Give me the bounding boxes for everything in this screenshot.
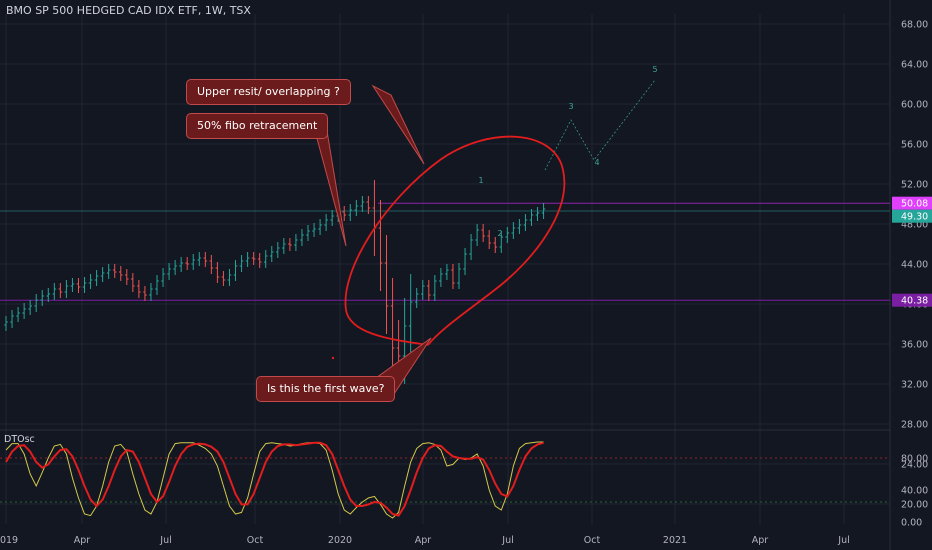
wave-label-4: 4	[594, 158, 599, 167]
oscillator-pane[interactable]	[0, 441, 890, 519]
y-tick-label: 20.00	[901, 500, 928, 511]
y-tick-label: 28.00	[901, 420, 928, 431]
x-tick-label: Apr	[74, 535, 91, 546]
callout-upper-resist[interactable]: Upper resit/ overlapping ?	[186, 79, 351, 105]
price-badge-label: 49.30	[901, 212, 928, 223]
y-tick-label: 44.00	[901, 260, 928, 271]
horizontal-levels[interactable]	[0, 202, 890, 301]
wave-label-3: 3	[568, 102, 573, 111]
chart-title: BMO SP 500 HEDGED CAD IDX ETF, 1W, TSX	[6, 4, 251, 17]
candlesticks	[4, 180, 546, 384]
drawing-annotations[interactable]	[314, 79, 656, 398]
x-tick-label: 2019	[0, 535, 18, 546]
osc-slow-line	[5, 441, 544, 517]
x-tick-label: Jul	[501, 535, 513, 546]
price-badge-bg	[892, 293, 932, 307]
osc-tick-label: 40.00	[901, 486, 928, 497]
y-tick-label: 48.00	[901, 220, 928, 231]
wave-label-1: 1	[478, 176, 483, 185]
y-tick-label: 68.00	[901, 20, 928, 31]
x-tick-label: Apr	[415, 535, 432, 546]
osc-fast-line	[5, 441, 544, 519]
y-tick-label: 36.00	[901, 340, 928, 351]
y-tick-label: 52.00	[901, 180, 928, 191]
x-tick-label: 2020	[328, 535, 352, 546]
wave-label-2: 2	[497, 229, 502, 238]
grid	[0, 0, 891, 550]
x-tick-label: 2021	[663, 535, 687, 546]
price-badges: 50.08 49.30 40.38	[892, 196, 932, 307]
y-tick-label: 64.00	[901, 60, 928, 71]
x-tick-label: Apr	[752, 535, 769, 546]
wave-labels: 1 2 3 4 5	[478, 65, 657, 238]
x-tick-label: Jul	[159, 535, 171, 546]
price-badge-bg	[892, 209, 932, 223]
y-tick-label: 56.00	[901, 140, 928, 151]
oscillator-label: DTOsc	[4, 434, 35, 445]
osc-tick-label: 80.00	[901, 454, 928, 465]
x-tick-label: Oct	[584, 535, 601, 546]
callout-first-wave[interactable]: Is this the first wave?	[256, 376, 396, 402]
y-tick-label: 32.00	[901, 380, 928, 391]
wave-label-5: 5	[652, 65, 657, 74]
wave-projection-line[interactable]	[544, 79, 656, 171]
upper-resist-pointer	[371, 84, 425, 165]
y-tick-label: 60.00	[901, 100, 928, 111]
price-badge-label: 50.08	[901, 199, 928, 210]
red-dot-annotation	[331, 356, 335, 360]
axes: 20.0024.0028.0032.0036.0040.0044.0048.00…	[0, 20, 928, 547]
x-tick-label: Jul	[837, 535, 849, 546]
price-badge-bg	[892, 196, 932, 210]
osc-tick-label: 0.00	[901, 518, 922, 529]
price-badge-label: 40.38	[901, 296, 928, 307]
red-loop-annotation[interactable]	[344, 135, 566, 346]
callout-fibo[interactable]: 50% fibo retracement	[186, 113, 329, 139]
y-tick-label: 24.00	[901, 460, 928, 471]
x-tick-label: Oct	[247, 535, 264, 546]
